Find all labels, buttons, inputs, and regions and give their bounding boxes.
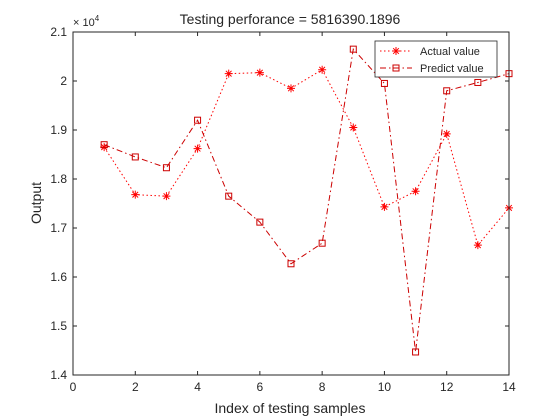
data-point bbox=[194, 116, 202, 124]
legend: Actual value Predict value bbox=[374, 40, 498, 78]
legend-marker-predict bbox=[392, 64, 400, 72]
data-point bbox=[442, 129, 451, 138]
data-point bbox=[100, 141, 108, 149]
data-point bbox=[100, 143, 109, 152]
data-point bbox=[162, 192, 171, 201]
x-tick-label: 8 bbox=[319, 380, 326, 394]
y-tick-label: 1.6 bbox=[50, 270, 67, 284]
x-axis-label: Index of testing samples bbox=[215, 400, 366, 416]
data-point bbox=[131, 153, 139, 161]
legend-marker-actual bbox=[392, 47, 400, 55]
x-tick-label: 10 bbox=[378, 380, 392, 394]
y-axis-label: Output bbox=[28, 182, 44, 224]
data-point bbox=[443, 87, 451, 95]
y-tick-label: 1.4 bbox=[50, 368, 67, 382]
x-axis-ticks: 0 2 4 6 8 10 12 14 bbox=[70, 32, 516, 394]
legend-square-marker bbox=[392, 64, 400, 72]
data-point bbox=[287, 260, 295, 268]
legend-label-actual: Actual value bbox=[420, 46, 480, 58]
data-point bbox=[473, 241, 482, 250]
data-point bbox=[193, 144, 202, 153]
y-tick-label: 2 bbox=[60, 74, 67, 88]
y-tick-label: 1.7 bbox=[50, 221, 67, 235]
chart-title: Testing perforance = 5816390.1896 bbox=[180, 11, 401, 27]
series-layer bbox=[100, 45, 513, 356]
x-tick-label: 14 bbox=[502, 380, 516, 394]
data-point bbox=[318, 239, 326, 247]
data-point bbox=[380, 79, 388, 87]
y-axis-ticks: 1.4 1.5 1.6 1.7 1.8 1.9 2 2.1 bbox=[50, 25, 509, 382]
data-point bbox=[412, 348, 420, 356]
data-point bbox=[225, 192, 233, 200]
plot-area-border bbox=[72, 31, 510, 376]
legend-asterisk-marker bbox=[392, 47, 400, 55]
x-tick-label: 6 bbox=[257, 380, 264, 394]
x-tick-label: 2 bbox=[132, 380, 139, 394]
data-point bbox=[380, 202, 389, 211]
data-point bbox=[318, 65, 327, 74]
data-point bbox=[255, 68, 264, 77]
x-tick-label: 4 bbox=[194, 380, 201, 394]
legend-label-predict: Predict value bbox=[420, 63, 484, 75]
data-point bbox=[287, 84, 295, 93]
data-point bbox=[131, 190, 140, 199]
data-point bbox=[349, 45, 357, 53]
y-tick-label: 1.5 bbox=[50, 319, 67, 333]
data-point bbox=[256, 218, 264, 226]
data-point bbox=[411, 187, 420, 196]
data-point bbox=[224, 69, 233, 78]
y-tick-label: 1.9 bbox=[50, 123, 67, 137]
data-point bbox=[349, 123, 358, 132]
series-line bbox=[103, 69, 510, 247]
series-line bbox=[103, 48, 510, 353]
data-point bbox=[162, 164, 170, 172]
x-tick-label: 12 bbox=[440, 380, 454, 394]
y-tick-label: 2.1 bbox=[50, 25, 67, 39]
y-tick-label: 1.8 bbox=[50, 172, 67, 186]
data-point bbox=[474, 78, 482, 86]
x-tick-label: 0 bbox=[70, 380, 77, 394]
y-axis-exponent-label: × 104 bbox=[73, 14, 100, 29]
